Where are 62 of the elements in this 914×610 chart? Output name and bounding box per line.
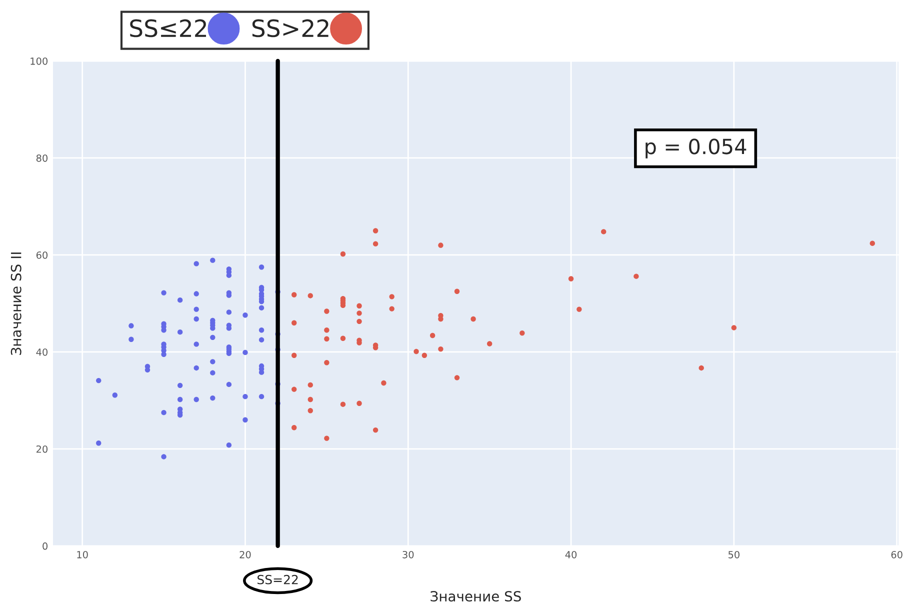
point bbox=[292, 386, 297, 392]
x-tick-label: 40 bbox=[565, 550, 577, 558]
point bbox=[292, 292, 297, 298]
point bbox=[356, 318, 362, 324]
point bbox=[356, 303, 362, 308]
annotation: p = 0.054 bbox=[646, 138, 746, 158]
y-tick-label: 100 bbox=[30, 57, 48, 65]
point bbox=[372, 427, 378, 433]
point bbox=[568, 276, 574, 282]
x-tick-label: 30 bbox=[402, 550, 414, 558]
x-tick-label: 20 bbox=[240, 550, 251, 558]
point bbox=[356, 310, 362, 316]
point bbox=[870, 240, 875, 246]
x-axis-title: Значение SS bbox=[430, 591, 521, 602]
point bbox=[422, 352, 428, 358]
point bbox=[601, 229, 606, 234]
legend-label: SS≤22 bbox=[130, 19, 206, 38]
point bbox=[372, 228, 378, 234]
point bbox=[381, 380, 386, 386]
point bbox=[438, 242, 444, 248]
point bbox=[634, 274, 639, 279]
point bbox=[340, 336, 346, 341]
point bbox=[324, 328, 330, 333]
point bbox=[698, 365, 704, 371]
point bbox=[308, 408, 313, 414]
point bbox=[292, 320, 297, 326]
y-tick-label: 80 bbox=[36, 154, 48, 162]
y-tick-label: 60 bbox=[36, 251, 48, 259]
point bbox=[576, 306, 582, 312]
y-tick-label: 20 bbox=[36, 445, 48, 453]
point bbox=[308, 382, 313, 388]
point bbox=[454, 375, 460, 380]
point bbox=[324, 336, 330, 342]
point bbox=[372, 241, 378, 246]
point bbox=[356, 400, 362, 406]
x-tick-label: 50 bbox=[728, 550, 740, 558]
point bbox=[340, 402, 346, 407]
point bbox=[308, 396, 313, 402]
y-tick-label: 40 bbox=[36, 348, 48, 356]
point bbox=[430, 332, 436, 338]
point bbox=[324, 360, 330, 366]
y-tick-label: 0 bbox=[42, 542, 48, 550]
ref-line-label: SS=22 bbox=[258, 574, 298, 584]
x-tick-label: 10 bbox=[77, 550, 88, 558]
point bbox=[389, 294, 394, 300]
point bbox=[486, 341, 492, 346]
point bbox=[389, 306, 394, 312]
legend-label: SS>22 bbox=[252, 19, 328, 38]
point bbox=[324, 436, 330, 441]
point bbox=[340, 251, 346, 257]
point bbox=[414, 348, 419, 354]
x-tick-label: 60 bbox=[891, 550, 902, 558]
point bbox=[292, 352, 297, 358]
point bbox=[470, 316, 476, 322]
point bbox=[292, 425, 297, 430]
point bbox=[308, 293, 313, 298]
point bbox=[438, 346, 444, 352]
point bbox=[324, 308, 330, 314]
y-axis-title: Значение SS II bbox=[10, 252, 22, 355]
point bbox=[520, 330, 525, 336]
point bbox=[731, 325, 737, 330]
point bbox=[454, 288, 460, 294]
